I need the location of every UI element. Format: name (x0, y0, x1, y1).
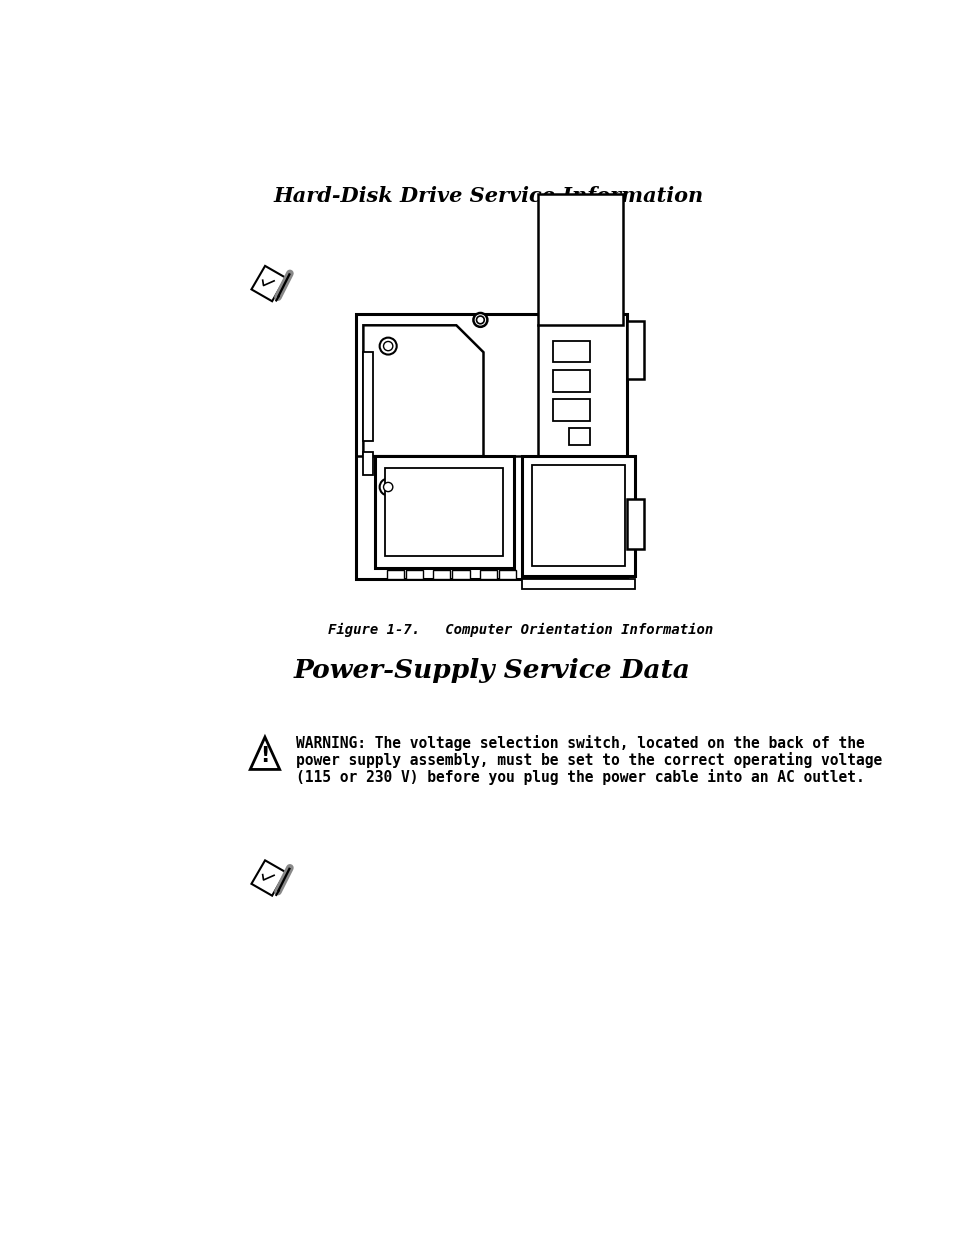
Text: Hard-Disk Drive Service Information: Hard-Disk Drive Service Information (274, 186, 703, 206)
Bar (479, 571, 497, 579)
Circle shape (379, 478, 396, 495)
Text: WARNING: The voltage selection switch, located on the back of the: WARNING: The voltage selection switch, l… (295, 735, 863, 751)
Circle shape (473, 312, 487, 327)
Circle shape (379, 337, 396, 354)
Circle shape (476, 316, 484, 324)
Bar (626, 499, 643, 548)
Bar (521, 456, 634, 576)
Text: !: ! (260, 746, 270, 766)
Bar (375, 456, 514, 568)
Bar (532, 466, 624, 566)
Bar (355, 314, 626, 579)
Bar (626, 321, 643, 379)
Bar (406, 571, 422, 579)
Bar (452, 571, 469, 579)
Bar (553, 370, 590, 391)
Bar (498, 571, 516, 579)
Polygon shape (252, 266, 286, 301)
Bar (537, 194, 622, 325)
Bar (553, 341, 590, 362)
Polygon shape (252, 861, 286, 895)
Text: Power-Supply Service Data: Power-Supply Service Data (294, 658, 690, 683)
Text: power supply assembly, must be set to the correct operating voltage: power supply assembly, must be set to th… (295, 752, 882, 768)
Bar (363, 352, 373, 441)
Text: Figure 1-7.   Computer Orientation Information: Figure 1-7. Computer Orientation Informa… (328, 622, 713, 636)
Bar (385, 468, 502, 556)
Circle shape (383, 483, 393, 492)
Text: (115 or 230 V) before you plug the power cable into an AC outlet.: (115 or 230 V) before you plug the power… (295, 769, 863, 784)
Polygon shape (250, 737, 279, 769)
Polygon shape (363, 325, 483, 456)
Bar (363, 452, 373, 475)
Bar (553, 399, 590, 421)
Bar (521, 579, 634, 589)
Bar (568, 427, 590, 445)
Circle shape (383, 341, 393, 351)
Bar (433, 571, 450, 579)
Bar (386, 571, 403, 579)
